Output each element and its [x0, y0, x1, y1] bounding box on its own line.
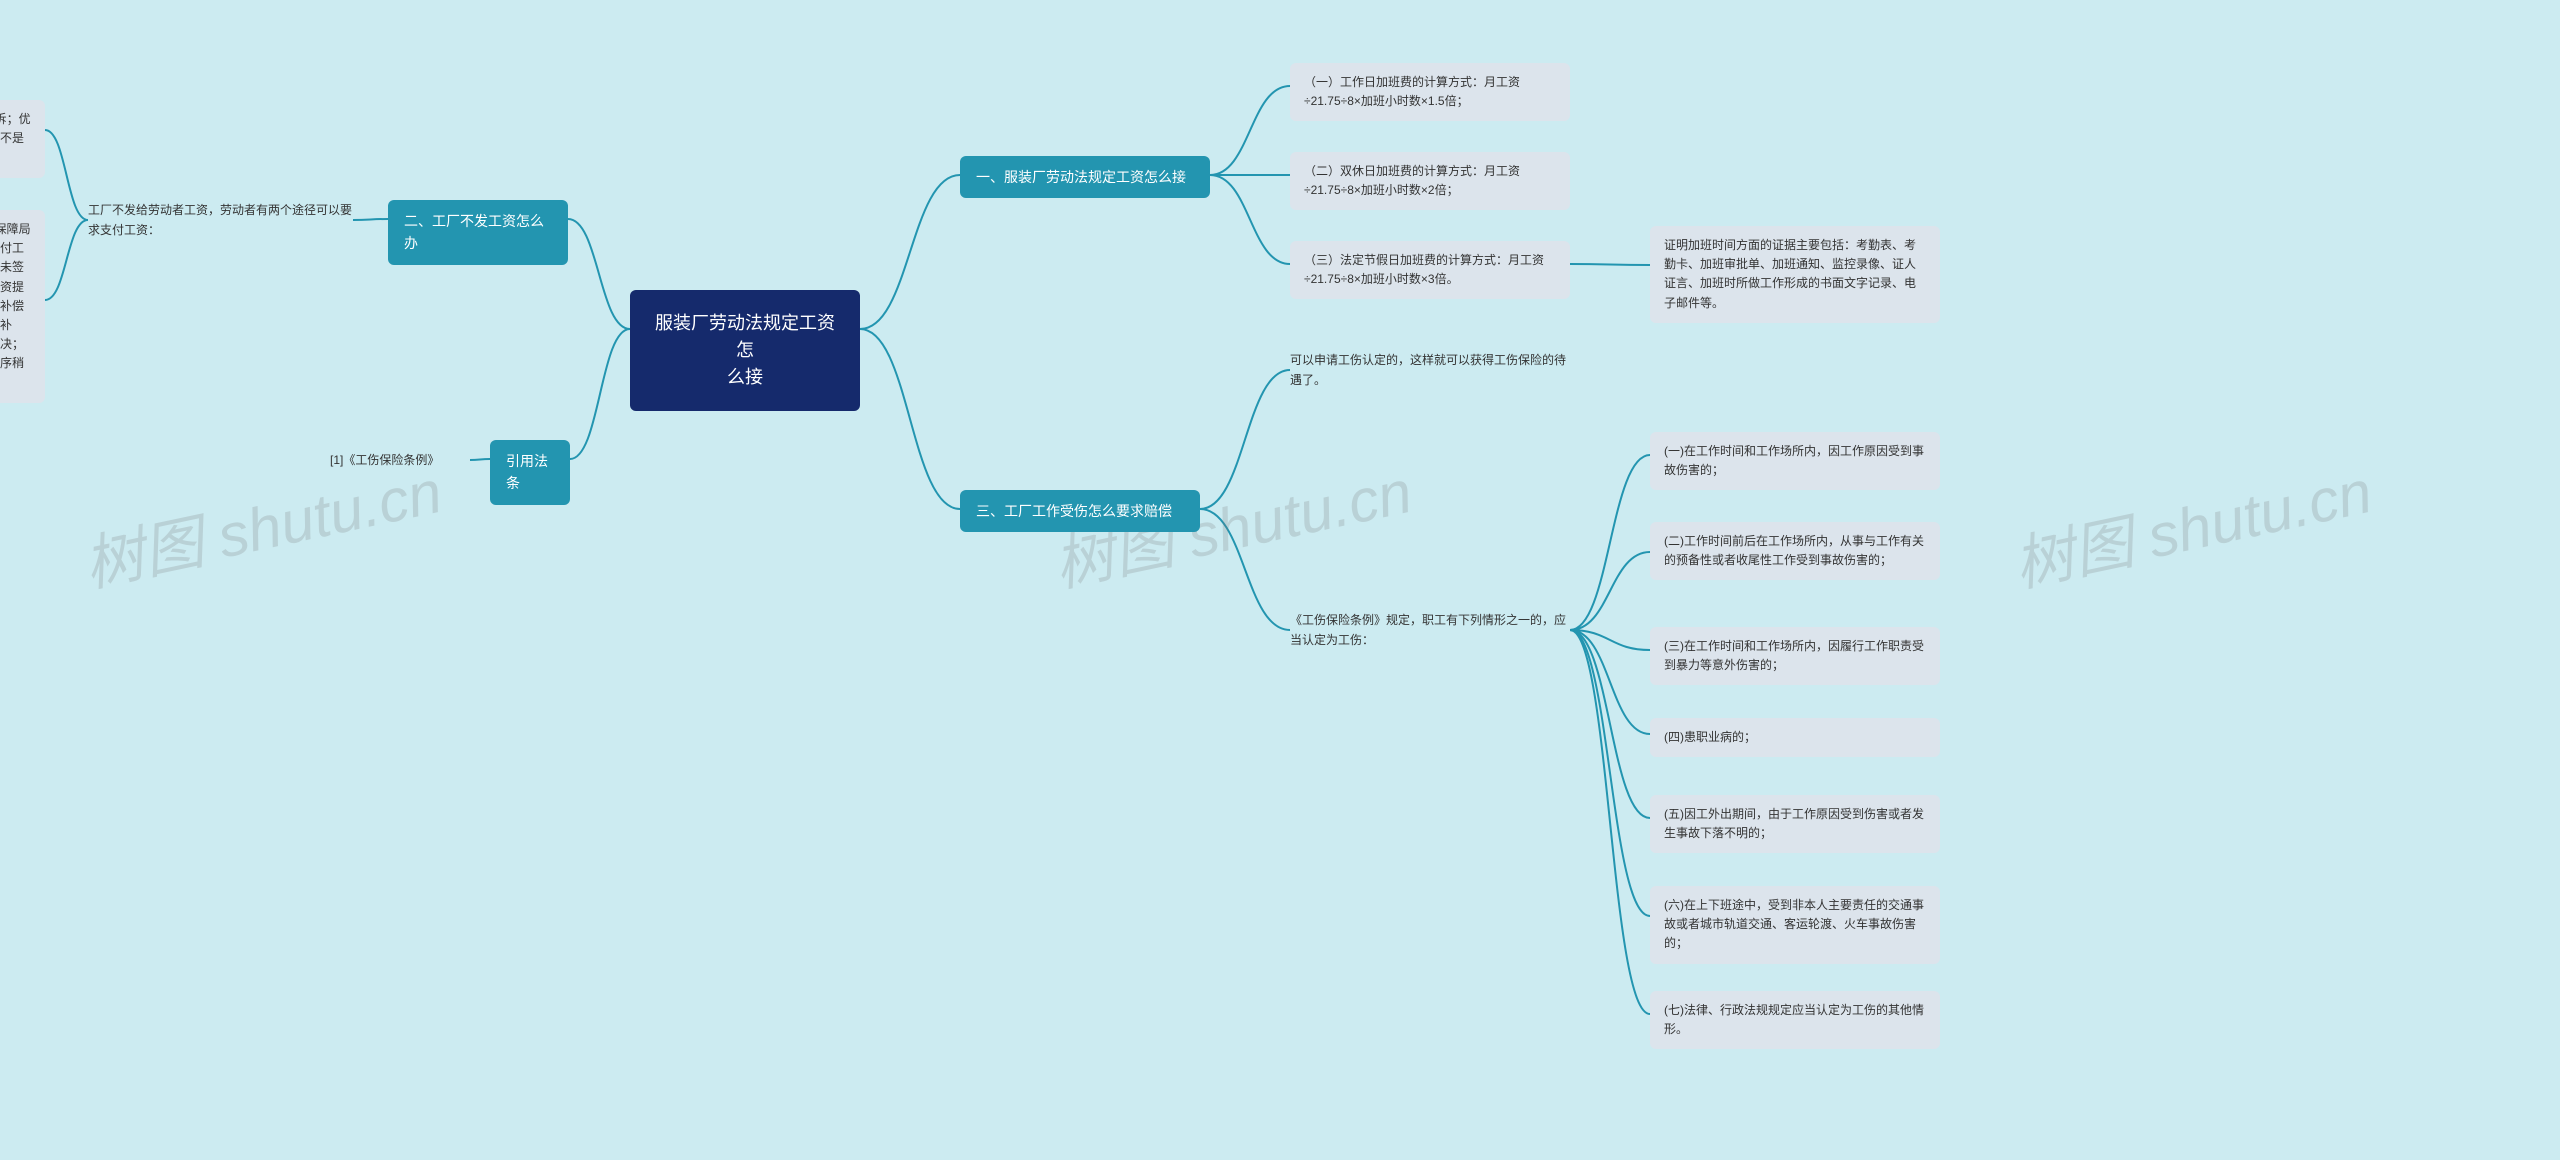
watermark-3: 树图 shutu.cn [2005, 443, 2379, 604]
leaf-node: 2、可以到当地劳动局（人力资源和社会保障局劳动争议仲裁委员会）申请仲裁，要求支付… [0, 210, 45, 403]
connector-layer [0, 0, 2560, 1160]
leaf-node: (五)因工外出期间，由于工作原因受到伤害或者发生事故下落不明的； [1650, 795, 1940, 853]
leaf-node: （三）法定节假日加班费的计算方式：月工资÷21.75÷8×加班小时数×3倍。 [1290, 241, 1570, 299]
root-node: 服装厂劳动法规定工资怎 么接 [630, 290, 860, 411]
leaf-node: (一)在工作时间和工作场所内，因工作原因受到事故伤害的； [1650, 432, 1940, 490]
leaf-node: （二）双休日加班费的计算方式：月工资÷21.75÷8×加班小时数×2倍； [1290, 152, 1570, 210]
leaf-node: 1、劳动者可以到当地劳动局劳动监察投诉；优点：方式简单。缺点：各地执法力度可能不… [0, 100, 45, 178]
branch-node: 二、工厂不发工资怎么办 [388, 200, 568, 265]
branch-node: 三、工厂工作受伤怎么要求赔偿 [960, 490, 1200, 532]
leaf-node: (七)法律、行政法规规定应当认定为工伤的其他情形。 [1650, 991, 1940, 1049]
leaf-node: [1]《工伤保险条例》 [330, 450, 470, 470]
leaf-node: (六)在上下班途中，受到非本人主要责任的交通事故或者城市轨道交通、客运轮渡、火车… [1650, 886, 1940, 964]
leaf-node: (四)患职业病的； [1650, 718, 1940, 757]
leaf-node: 工厂不发给劳动者工资，劳动者有两个途径可以要求支付工资： [88, 200, 353, 241]
leaf-node: (二)工作时间前后在工作场所内，从事与工作有关的预备性或者收尾性工作受到事故伤害… [1650, 522, 1940, 580]
leaf-node: (三)在工作时间和工作场所内，因履行工作职责受到暴力等意外伤害的； [1650, 627, 1940, 685]
leaf-node: 《工伤保险条例》规定，职工有下列情形之一的，应当认定为工伤： [1290, 610, 1570, 651]
leaf-node: （一）工作日加班费的计算方式：月工资÷21.75÷8×加班小时数×1.5倍； [1290, 63, 1570, 121]
leaf-node: 可以申请工伤认定的，这样就可以获得工伤保险的待遇了。 [1290, 350, 1570, 391]
branch-node: 一、服装厂劳动法规定工资怎么接 [960, 156, 1210, 198]
branch-node: 引用法条 [490, 440, 570, 505]
leaf-node: 证明加班时间方面的证据主要包括：考勤表、考勤卡、加班审批单、加班通知、监控录像、… [1650, 226, 1940, 323]
